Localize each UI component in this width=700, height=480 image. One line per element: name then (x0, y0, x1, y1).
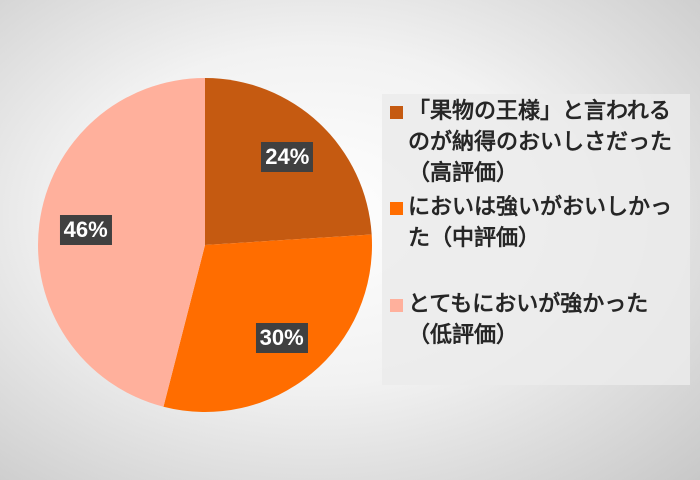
legend-label-mid: においは強いがおいしかった（中評価） (408, 195, 673, 251)
legend-swatch-high (390, 106, 403, 119)
legend-item-low: とてもにおいが強かった（低評価） (390, 289, 690, 351)
legend-label-high: 「果物の王様」と言われるのが納得のおいしさだった（高評価） (408, 99, 673, 186)
legend: 「果物の王様」と言われるのが納得のおいしさだった（高評価） においは強いがおいし… (382, 94, 690, 385)
legend-item-mid: においは強いがおいしかった（中評価） (390, 192, 690, 254)
legend-swatch-mid (390, 202, 403, 215)
pie-slice-low (37, 78, 206, 407)
data-label-mid: 30% (255, 322, 308, 353)
legend-item-high: 「果物の王様」と言われるのが納得のおいしさだった（高評価） (390, 96, 690, 189)
legend-label-low: とてもにおいが強かった（低評価） (408, 292, 649, 348)
data-label-low: 46% (59, 214, 112, 245)
data-label-high: 24% (261, 142, 314, 173)
legend-swatch-low (390, 299, 403, 312)
